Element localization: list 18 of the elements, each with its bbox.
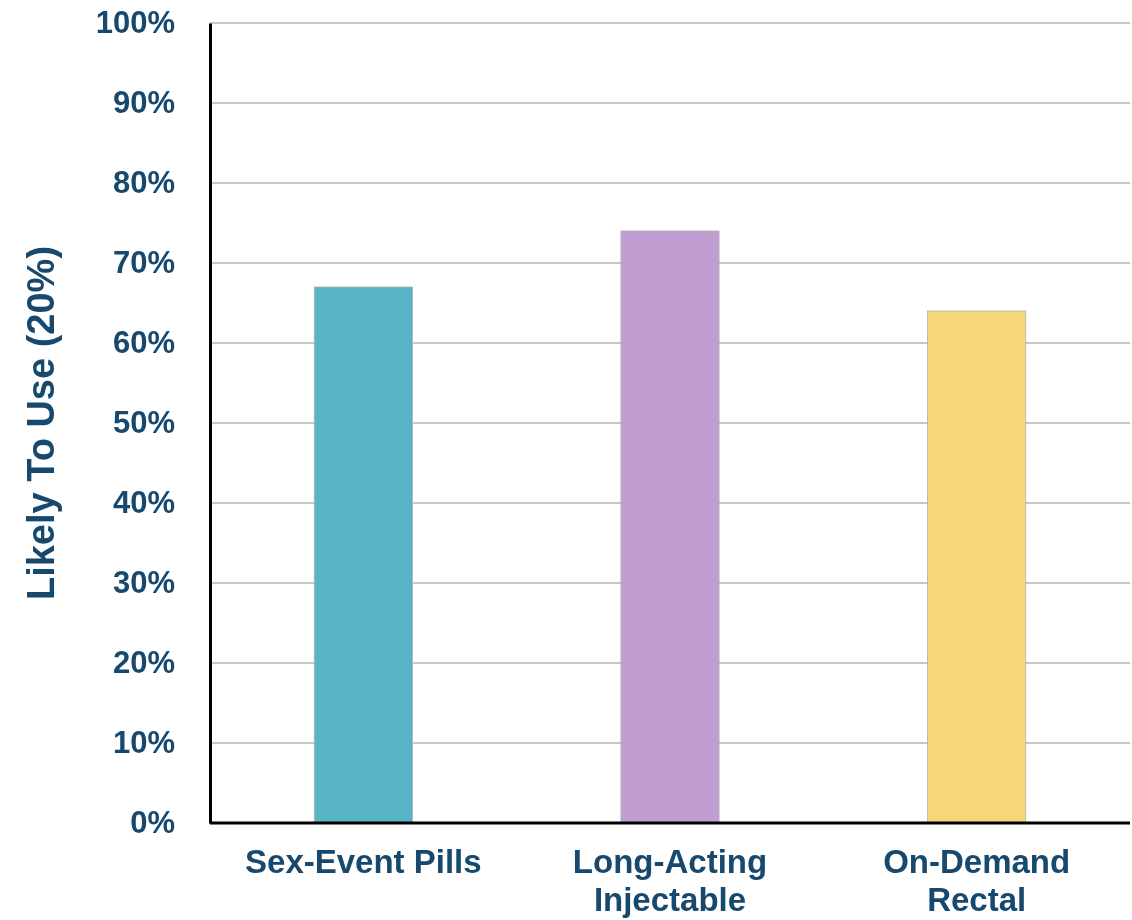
y-tick-label: 50% [112,405,175,441]
y-tick-label: 100% [95,5,175,41]
y-tick-label: 40% [112,485,175,521]
x-tick-label: Sex-Event Pills [245,843,482,880]
y-tick-label: 60% [112,325,175,361]
y-tick-label: 80% [112,165,175,201]
bar [927,310,1027,824]
bar [620,230,720,824]
x-tick-label: On-Demand Rectal [883,843,1071,918]
y-tick-label: 10% [112,725,175,761]
y-tick-label: 90% [112,85,175,121]
y-tick-label: 30% [112,565,175,601]
x-tick-label: Long-Acting Injectable [572,843,768,918]
bar [313,286,413,824]
y-tick-label: 20% [112,645,175,681]
y-tick-label: 70% [112,245,175,281]
y-tick-label: 0% [130,805,175,841]
y-axis-title: Likely To Use (20%) [20,245,62,601]
